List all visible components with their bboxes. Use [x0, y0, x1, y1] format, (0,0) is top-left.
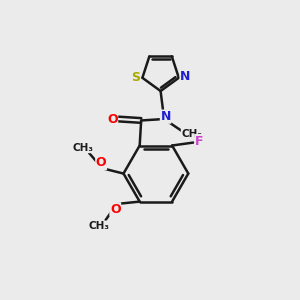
Text: CH₃: CH₃ [88, 221, 110, 231]
Text: N: N [160, 110, 171, 123]
Text: CH₃: CH₃ [181, 129, 202, 139]
Text: O: O [96, 157, 106, 169]
Text: N: N [180, 70, 190, 83]
Text: O: O [110, 203, 121, 216]
Text: CH₃: CH₃ [72, 142, 93, 153]
Text: F: F [195, 135, 203, 148]
Text: O: O [107, 112, 118, 125]
Text: S: S [131, 71, 140, 84]
